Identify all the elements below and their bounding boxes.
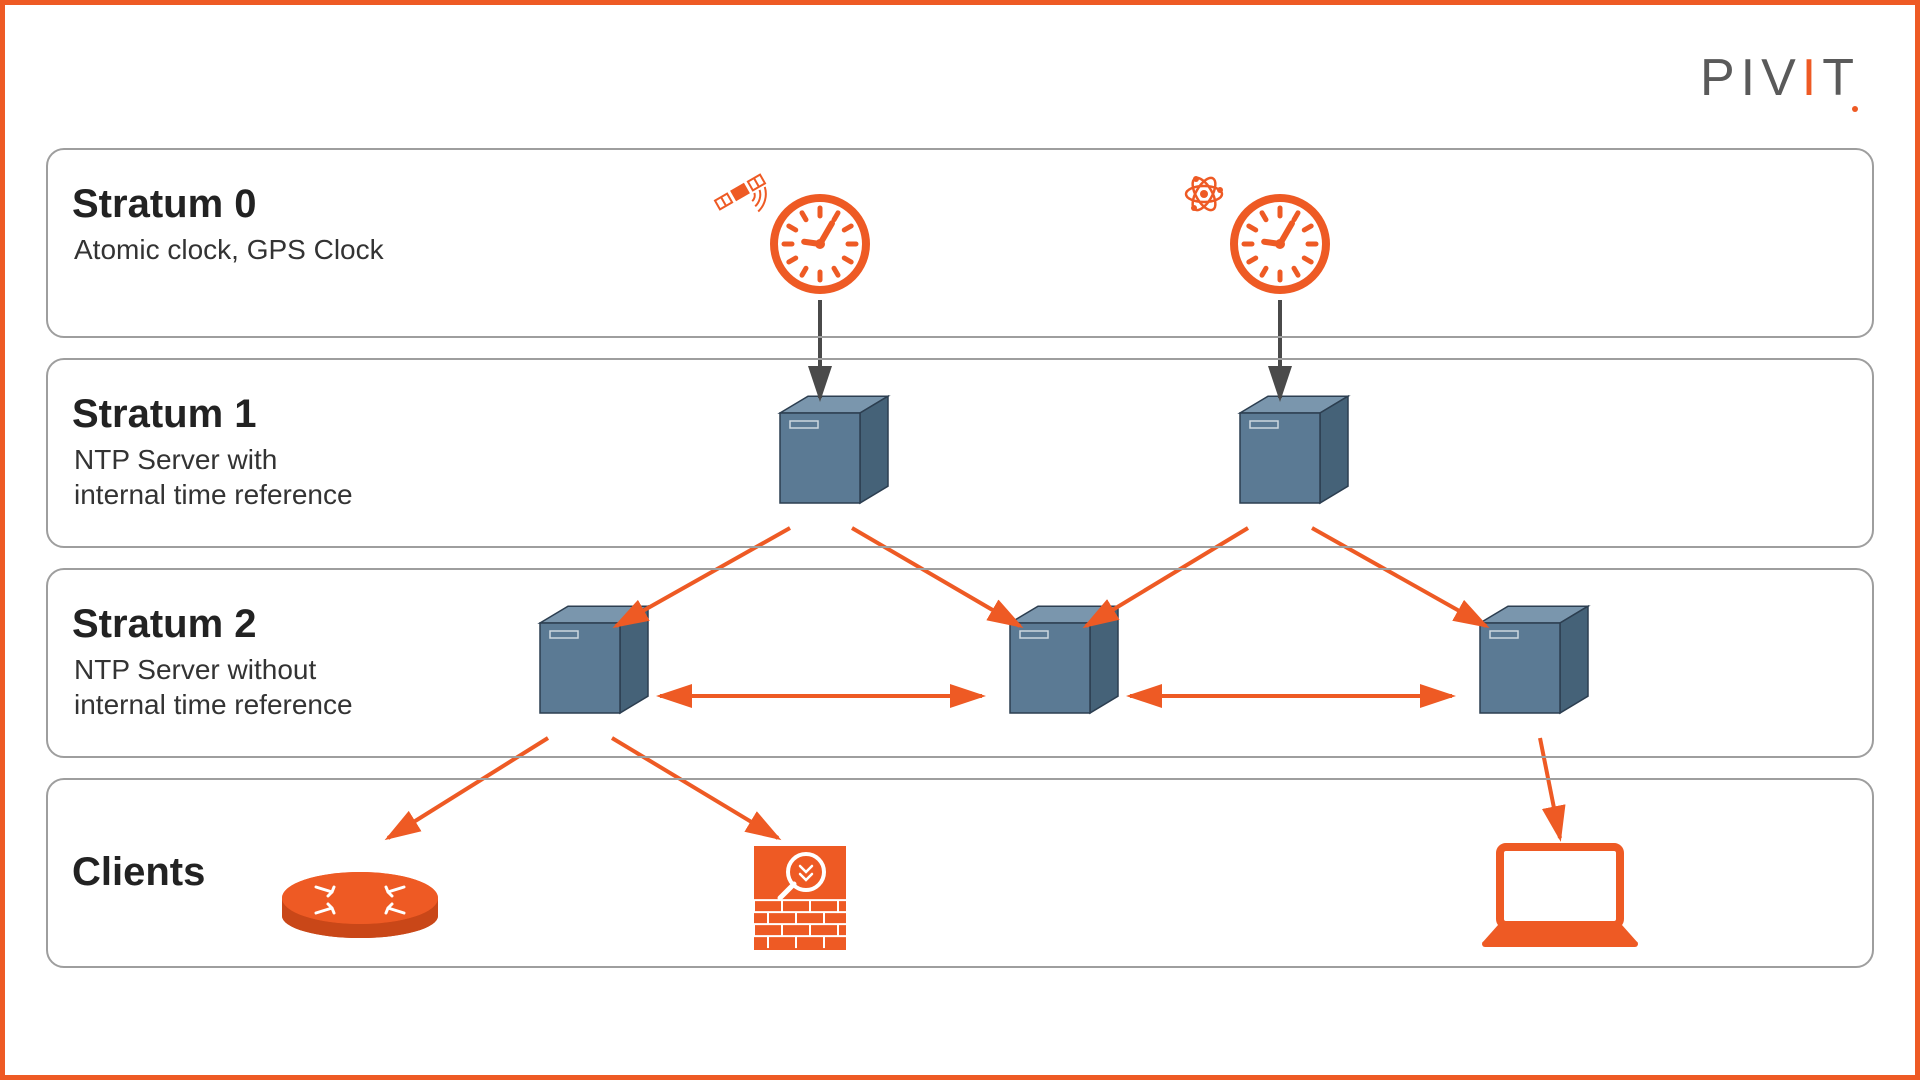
- row-cl: [46, 778, 1874, 968]
- brand-logo: PIVIT: [1700, 48, 1860, 108]
- row-subtitle: NTP Server without internal time referen…: [74, 652, 353, 722]
- row-title: Stratum 2: [72, 602, 257, 647]
- row-title: Clients: [72, 850, 205, 895]
- logo-text: PIVIT: [1700, 49, 1860, 107]
- row-subtitle: NTP Server with internal time reference: [74, 442, 353, 512]
- row-subtitle: Atomic clock, GPS Clock: [74, 232, 384, 267]
- logo-dot: [1852, 106, 1858, 112]
- row-title: Stratum 0: [72, 182, 257, 227]
- row-title: Stratum 1: [72, 392, 257, 437]
